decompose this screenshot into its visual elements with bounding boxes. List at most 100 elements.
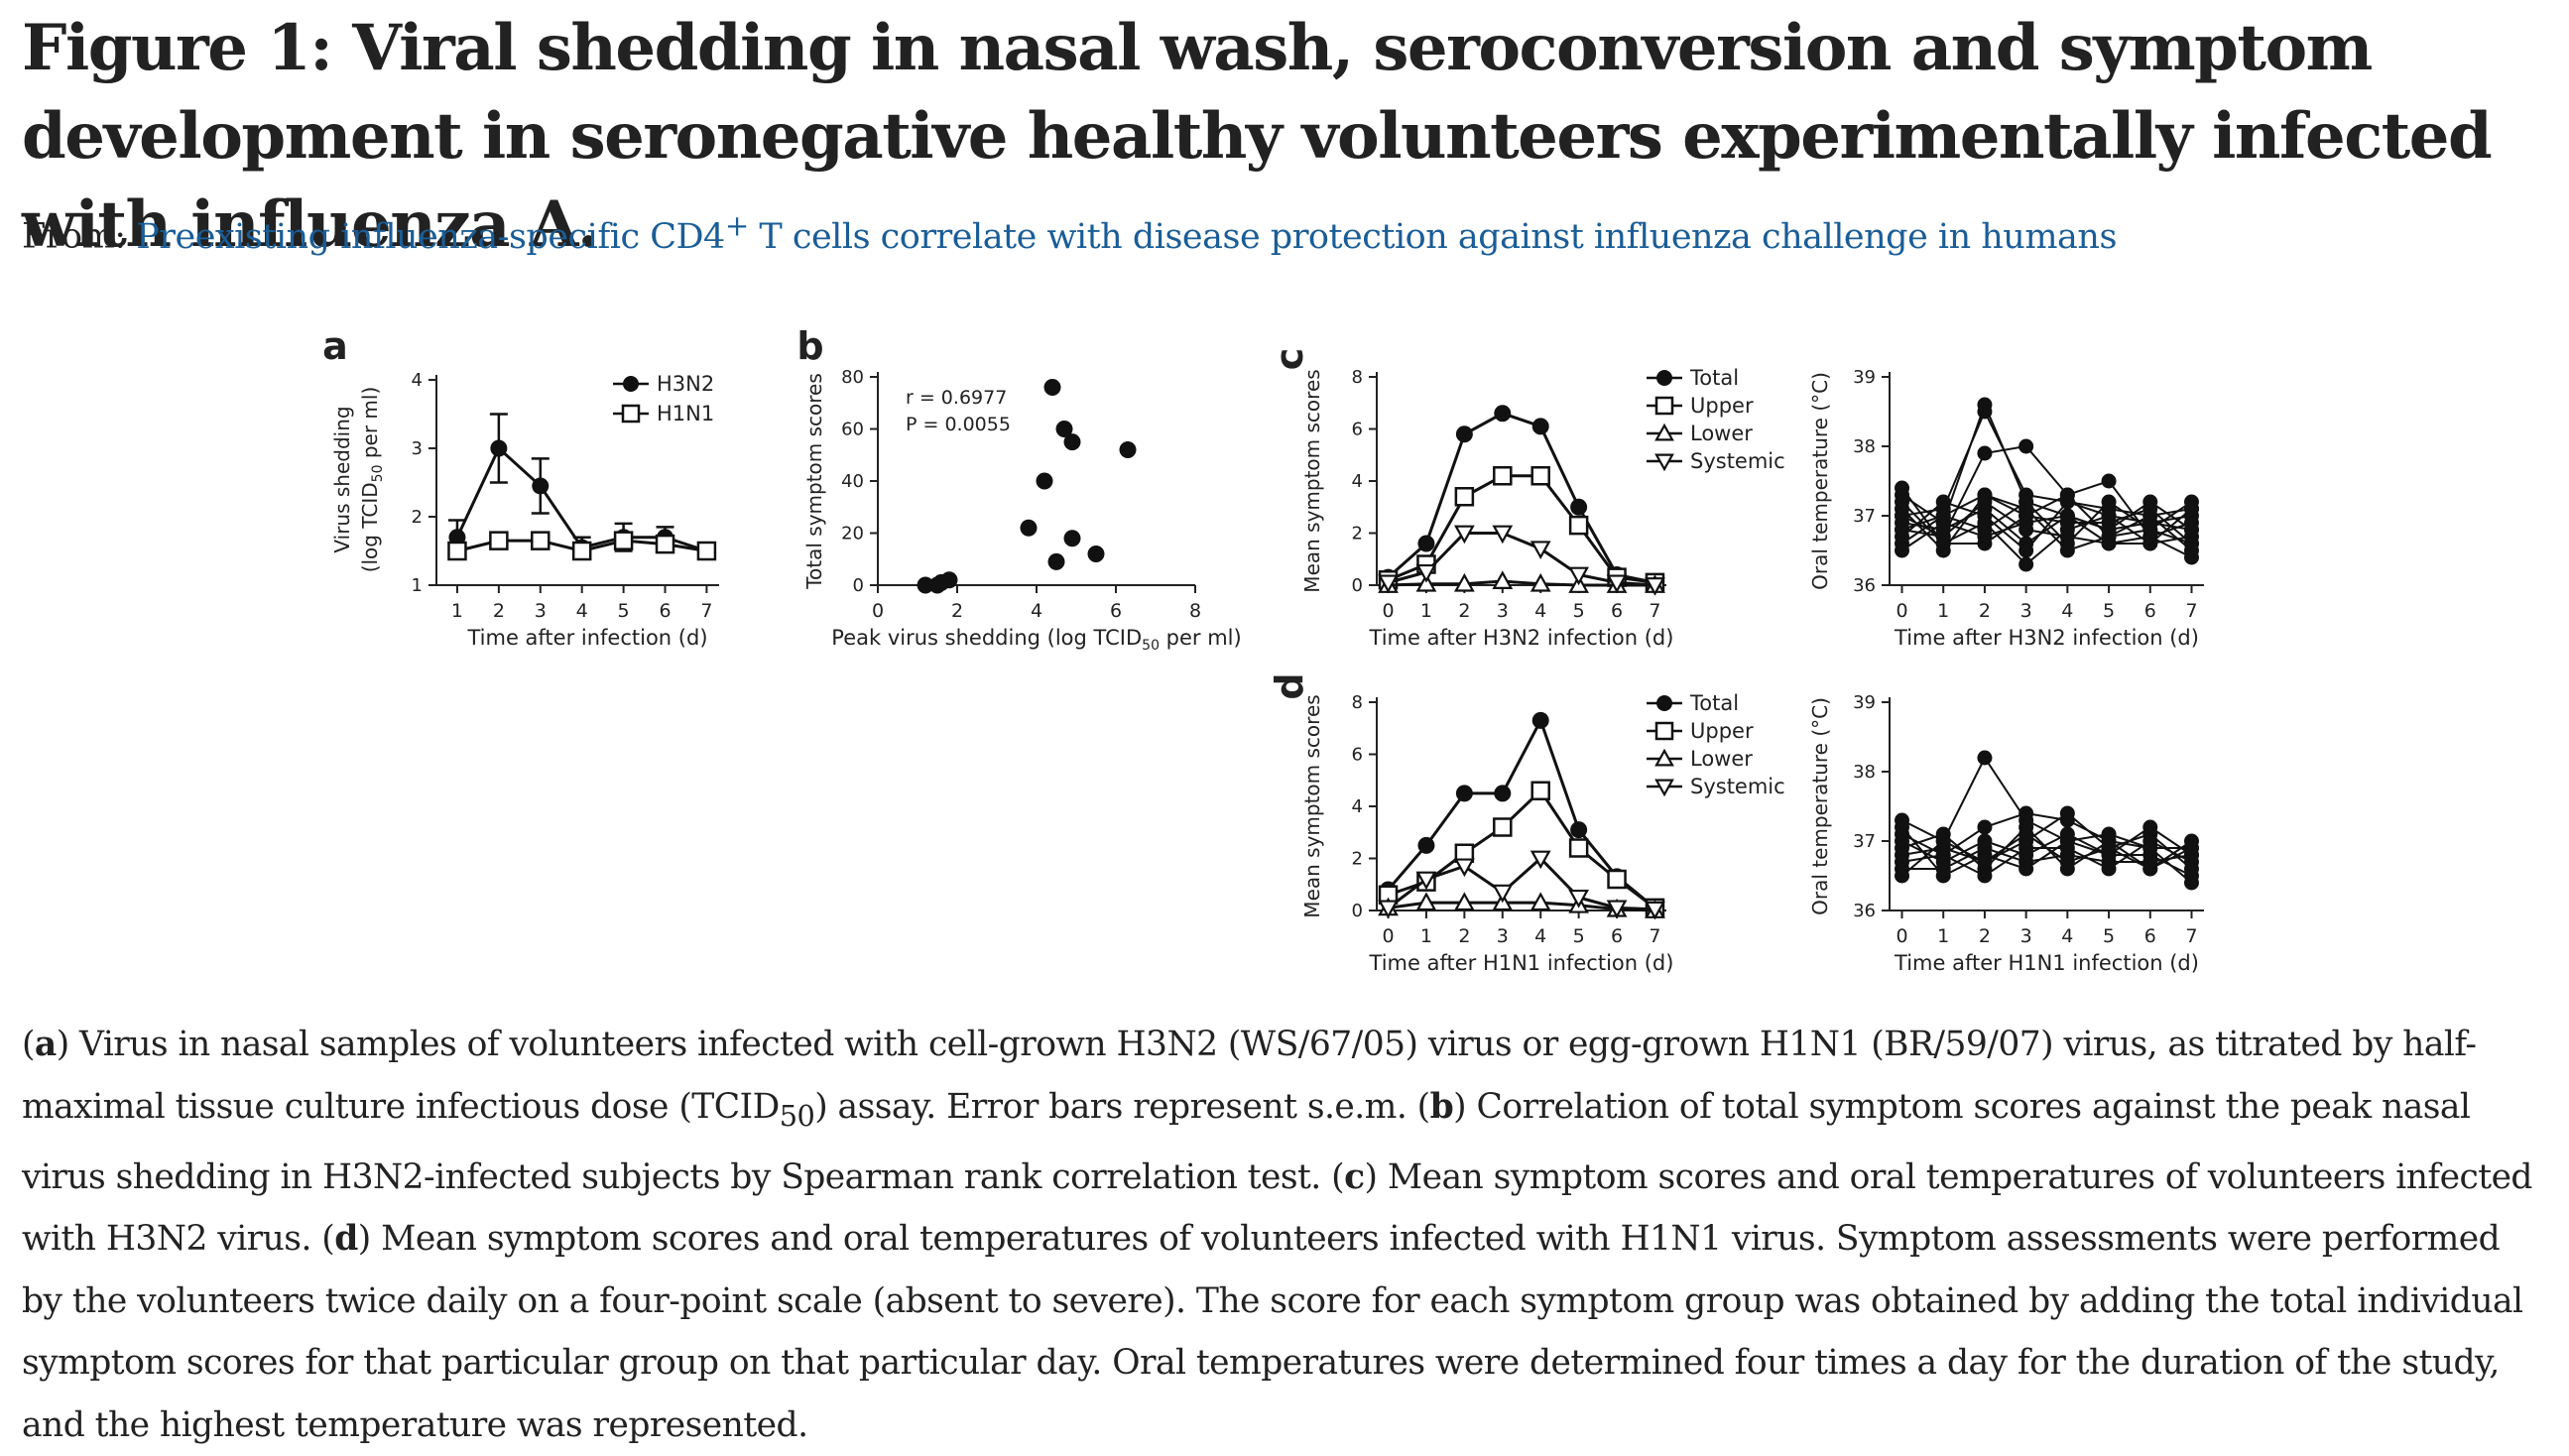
x-tick-label-c: 2: [1458, 600, 1470, 622]
subject-data-point: [2142, 494, 2158, 510]
x-tick-label-a: 7: [700, 600, 712, 622]
x-tick-label-c: 7: [1649, 600, 1660, 622]
systemic-data-point: [1606, 574, 1628, 594]
x-axis-label-c: Time after H3N2 infection (d): [1369, 626, 1674, 650]
subject-data-point: [2059, 522, 2075, 538]
x-tick-label-c-temperature: 7: [2185, 600, 2197, 622]
subject-data-point: [1895, 819, 1910, 835]
legend-marker-h1n1: [621, 404, 641, 424]
upper-data-point: [1454, 487, 1475, 507]
x-tick-label-d: 4: [1534, 925, 1546, 947]
subject-data-point: [1977, 833, 1993, 849]
legend-label-lower: Lower: [1690, 422, 1753, 445]
subject-data-point: [1977, 529, 1993, 545]
h1n1-data-point: [531, 531, 550, 550]
systemic-data-point: [1568, 566, 1590, 586]
subject-data-point: [1895, 854, 1910, 870]
total-data-point: [1417, 535, 1435, 552]
systemic-data-point: [1378, 574, 1399, 594]
source-article-link[interactable]: Preexisting influenza-specific CD4+ T ce…: [136, 208, 2117, 257]
y-tick-label-d-temperature: 39: [1853, 692, 1876, 713]
x-tick-label-d-temperature: 4: [2061, 925, 2073, 947]
total-series-line: [1387, 716, 1656, 910]
subject-data-point: [2101, 861, 2117, 877]
y-tick-label-d: 8: [1352, 692, 1363, 713]
x-tick-label-c-temperature: 4: [2061, 600, 2073, 622]
total-data-point: [1570, 498, 1588, 516]
h1n1-data-point: [613, 531, 634, 550]
y-tick-label-c-temperature: 37: [1853, 506, 1876, 527]
total-data-point: [1455, 785, 1473, 802]
y-tick-label-b: 0: [853, 575, 864, 596]
subject-data-point: [2059, 494, 2075, 510]
subject-data-point: [1895, 480, 1910, 496]
subject-data-point: [2142, 861, 2158, 877]
upper-data-point: [1530, 781, 1550, 800]
lower-data-point: [1492, 570, 1514, 589]
systemic-data-point: [1415, 563, 1437, 583]
scatter-point: [1055, 421, 1073, 437]
correlation-r: r = 0.6977: [906, 387, 1007, 409]
x-tick-label-d: 0: [1382, 925, 1394, 947]
scatter-point: [1087, 546, 1105, 562]
y-tick-label-d: 0: [1352, 901, 1363, 921]
x-tick-label-a: 6: [659, 600, 671, 622]
legend-label-systemic: Systemic: [1690, 775, 1785, 798]
y-axis-label-a: Virus shedding: [330, 406, 354, 552]
x-tick-label-b: 4: [1031, 600, 1042, 622]
subject-data-point: [2101, 826, 2117, 842]
lower-data-point: [1453, 892, 1475, 911]
legend-label-total: Total: [1689, 691, 1739, 715]
systemic-data-point: [1529, 541, 1551, 560]
x-axis-label-c-temperature: Time after H3N2 infection (d): [1894, 626, 2199, 650]
lower-series-line: [1388, 901, 1655, 912]
legend-marker-systemic: [1654, 453, 1674, 472]
upper-data-point: [1568, 515, 1589, 536]
subject-data-point: [2101, 840, 2117, 856]
y-tick-label-a: 2: [412, 507, 423, 528]
subject-data-point: [2101, 494, 2117, 510]
legend-marker-upper: [1654, 396, 1674, 416]
legend-label-upper: Upper: [1690, 719, 1754, 743]
panel-letter-d: d: [1268, 672, 1311, 699]
y-tick-label-a: 1: [412, 575, 423, 596]
x-tick-label-d-temperature: 5: [2103, 925, 2115, 947]
systemic-data-point: [1453, 858, 1475, 878]
x-tick-label-b: 6: [1110, 600, 1122, 622]
subject-data-point: [1895, 508, 1910, 524]
legend-label-systemic: Systemic: [1690, 449, 1785, 473]
subject-data-point: [2059, 508, 2075, 524]
x-tick-label-d: 3: [1497, 925, 1509, 947]
subject-data-point: [2059, 833, 2075, 849]
x-tick-label-c-temperature: 6: [2144, 600, 2156, 622]
from-label: From:: [22, 216, 126, 257]
x-axis-label-d: Time after H1N1 infection (d): [1369, 951, 1674, 975]
lower-data-point: [1415, 572, 1437, 592]
x-tick-label-d-temperature: 3: [2020, 925, 2032, 947]
x-tick-label-a: 5: [618, 600, 630, 622]
subject-data-point: [2018, 840, 2034, 856]
y-axis-label-c: Mean symptom scores: [1300, 369, 1324, 592]
subject-data-point: [2059, 543, 2075, 558]
systemic-data-point: [1645, 901, 1665, 920]
x-tick-label-c-temperature: 0: [1896, 600, 1907, 622]
y-tick-label-c: 2: [1352, 524, 1363, 545]
subject-data-point: [2018, 501, 2034, 517]
y-tick-label-c: 8: [1352, 367, 1363, 388]
subject-data-point: [2142, 536, 2158, 551]
legend-marker-upper: [1654, 721, 1674, 741]
legend-label-lower: Lower: [1690, 747, 1753, 771]
subject-data-point: [2183, 840, 2199, 856]
x-axis-label-b: Peak virus shedding (log TCID50 per ml): [831, 626, 1241, 654]
subject-11-series-line: [1900, 487, 2193, 566]
y-axis-label-d-temperature: Oral temperature (°C): [1808, 697, 1832, 915]
x-tick-label-d: 6: [1611, 925, 1623, 947]
x-tick-label-c-temperature: 1: [1937, 600, 1949, 622]
x-tick-label-c-temperature: 3: [2020, 600, 2032, 622]
upper-data-point: [1530, 466, 1550, 486]
legend-label-total: Total: [1689, 366, 1739, 390]
legend-marker-lower: [1654, 423, 1674, 441]
x-tick-label-c: 0: [1382, 600, 1394, 622]
y-tick-label-c: 4: [1352, 471, 1363, 492]
y-axis-label-unit-a: (log TCID50 per ml): [358, 387, 386, 573]
